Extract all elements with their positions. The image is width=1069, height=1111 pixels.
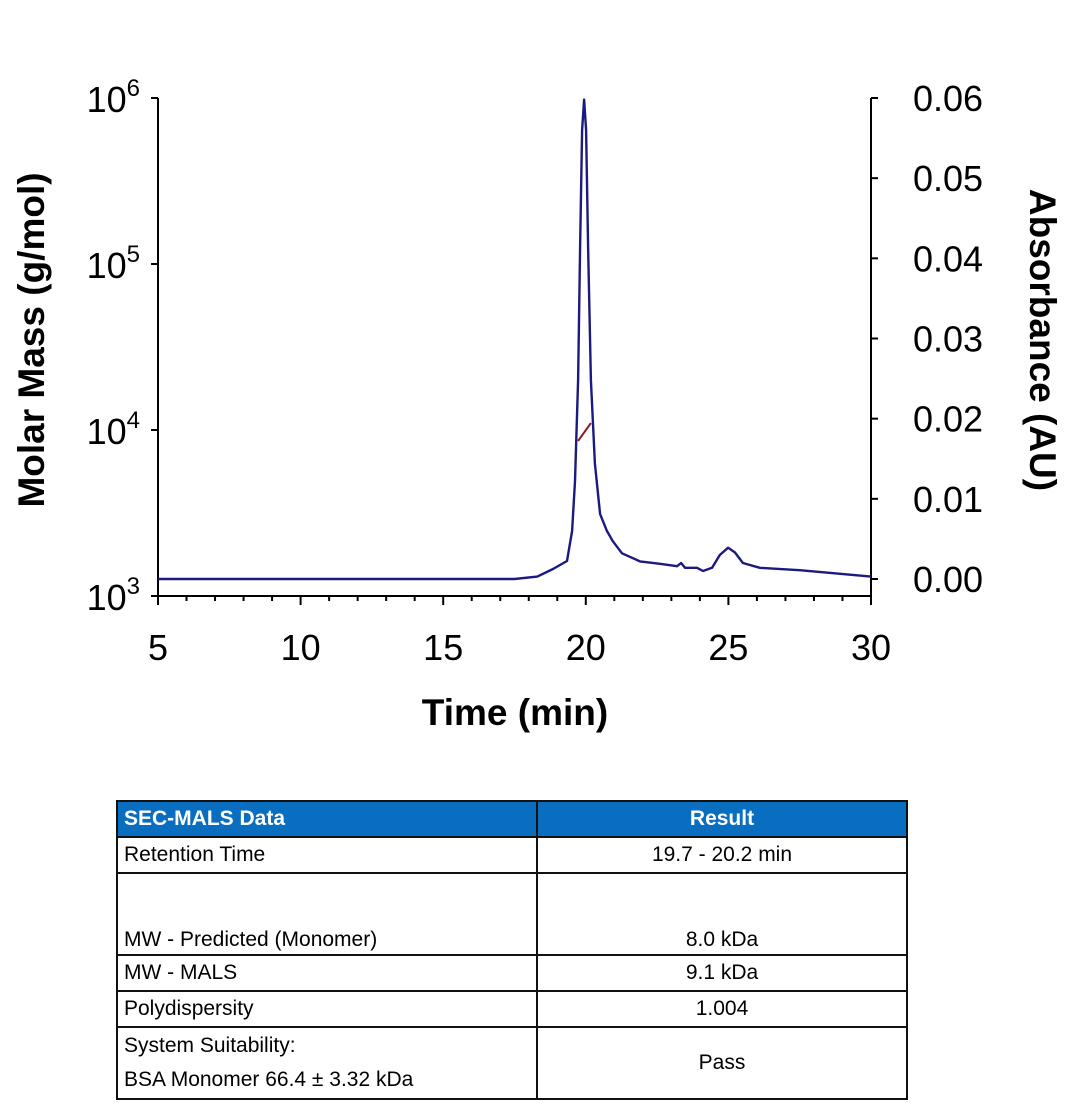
row-label: MW - MALS	[116, 954, 538, 992]
tick-exponent: 5	[127, 241, 140, 268]
row-label-line1: System Suitability:	[124, 1034, 296, 1057]
table-row: MW - MALS 9.1 kDa	[116, 954, 908, 992]
right-y-tick-label: 0.01	[913, 479, 983, 520]
right-y-tick-label: 0.06	[913, 78, 983, 119]
row-value: 19.7 - 20.2 min	[536, 836, 908, 874]
right-y-tick-label: 0.03	[913, 319, 983, 360]
x-axis-title: Time (min)	[422, 692, 608, 733]
row-value: 1.004	[536, 990, 908, 1028]
x-tick-label: 10	[281, 627, 321, 668]
molar-mass-line	[577, 422, 592, 442]
table-row: System Suitability: BSA Monomer 66.4 ± 3.…	[116, 1026, 908, 1100]
series	[158, 98, 872, 581]
table-header-row: SEC-MALS Data Result	[116, 800, 908, 838]
table-row: Polydispersity 1.004	[116, 990, 908, 1028]
tick-base: 10	[87, 245, 127, 286]
left-y-tick-label: 106	[87, 75, 140, 120]
right-y-tick-label: 0.02	[913, 399, 983, 440]
sec-mals-chart: 5 10 15 20 25 301031041051060.000.010.020.030…	[11, 75, 1063, 733]
x-tick-label: 5	[148, 627, 168, 668]
row-label-line2: BSA Monomer 66.4 ± 3.32 kDa	[124, 1068, 414, 1091]
sec-mals-table: SEC-MALS Data Result Retention Time 19.7…	[116, 800, 908, 1100]
axes: 5 10 15 20 25 301031041051060.000.010.020.030…	[87, 75, 983, 668]
row-label: Retention Time	[116, 836, 538, 874]
table-row: MW - Predicted (Monomer) 8.0 kDa	[116, 872, 908, 956]
right-y-tick-label: 0.00	[913, 559, 983, 600]
table-header: SEC-MALS Data	[116, 800, 538, 838]
left-y-tick-label: 103	[87, 573, 140, 618]
table-header: Result	[536, 800, 908, 838]
row-value: 9.1 kDa	[536, 954, 908, 992]
right-y-tick-label: 0.04	[913, 238, 983, 279]
tick-base: 10	[87, 577, 127, 618]
x-tick-label: 20	[566, 627, 606, 668]
row-label: System Suitability: BSA Monomer 66.4 ± 3.…	[116, 1026, 538, 1100]
right-y-axis-title: Absorbance (AU)	[1022, 189, 1063, 491]
table-row: Retention Time 19.7 - 20.2 min	[116, 836, 908, 874]
row-label: MW - Predicted (Monomer)	[116, 872, 538, 956]
tick-base: 10	[87, 79, 127, 120]
left-y-axis-title: Molar Mass (g/mol)	[11, 172, 52, 507]
tick-exponent: 6	[127, 75, 140, 102]
left-y-tick-label: 105	[87, 241, 140, 286]
row-value: 8.0 kDa	[536, 872, 908, 956]
x-tick-label: 15	[423, 627, 463, 668]
left-y-tick-label: 104	[87, 407, 140, 452]
tick-exponent: 4	[127, 407, 140, 434]
x-tick-label: 30	[851, 627, 891, 668]
row-value: Pass	[536, 1026, 908, 1100]
x-tick-label: 25	[708, 627, 748, 668]
absorbance-line	[158, 98, 872, 581]
row-label: Polydispersity	[116, 990, 538, 1028]
right-y-tick-label: 0.05	[913, 158, 983, 199]
tick-base: 10	[87, 411, 127, 452]
tick-exponent: 3	[127, 573, 140, 600]
